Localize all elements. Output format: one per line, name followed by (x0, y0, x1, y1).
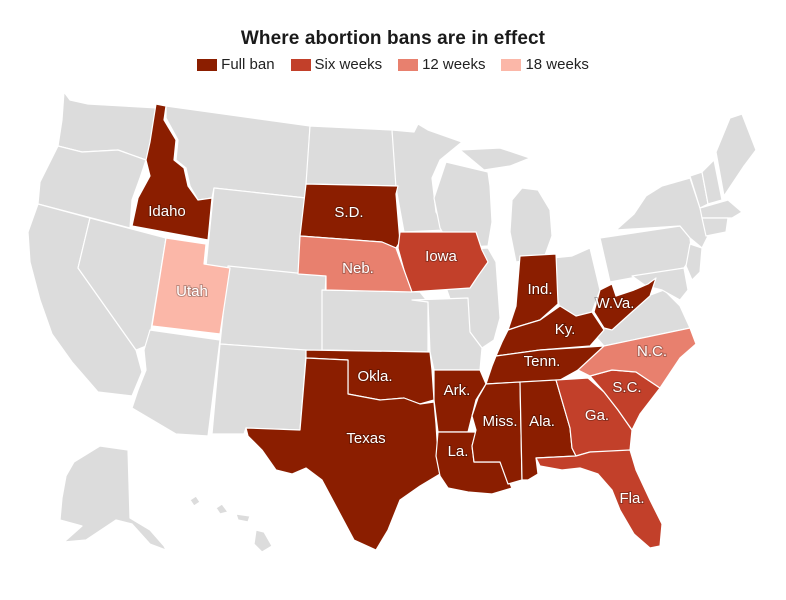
state-michigan (459, 147, 553, 263)
state-florida (535, 449, 663, 549)
label-texas: Texas (346, 430, 385, 447)
state-alaska (59, 445, 167, 551)
twelve-weeks-states (297, 235, 697, 389)
state-new-mexico (211, 343, 307, 435)
label-tennessee: Tenn. (524, 353, 561, 370)
label-alabama: Ala. (529, 413, 555, 430)
label-arkansas: Ark. (444, 382, 471, 399)
state-utah (151, 237, 231, 335)
legend-swatch-12-weeks (398, 58, 419, 71)
label-utah: Utah (176, 283, 208, 300)
label-georgia: Ga. (585, 407, 609, 424)
no-ban-states (27, 91, 757, 553)
legend-item-full-ban: Full ban (197, 56, 275, 73)
state-oregon (37, 145, 147, 229)
legend-item-12-weeks: 12 weeks (398, 56, 485, 73)
state-north-carolina (577, 327, 697, 389)
eighteen-weeks-states (151, 237, 231, 335)
state-kentucky (495, 305, 605, 357)
legend-item-18-weeks: 18 weeks (501, 56, 589, 73)
state-massachusetts (699, 199, 743, 219)
state-colorado (219, 265, 327, 353)
label-north-carolina: N.C. (637, 343, 667, 360)
legend-label: 12 weeks (422, 56, 486, 73)
legend-item-six-weeks: Six weeks (290, 56, 383, 73)
label-west-virginia: W.Va. (596, 295, 635, 312)
label-indiana: Ind. (527, 281, 552, 298)
state-iowa (397, 231, 489, 293)
state-labels: Idaho Utah S.D. Neb. Iowa Ind. Ky. W.Va.… (147, 202, 668, 508)
state-north-dakota (305, 125, 399, 187)
state-maine (715, 113, 757, 197)
state-idaho (131, 103, 213, 241)
label-kentucky: Ky. (555, 321, 576, 338)
state-arizona (131, 329, 221, 437)
label-south-dakota: S.D. (334, 204, 363, 221)
state-new-hampshire (701, 159, 723, 205)
label-south-carolina: S.C. (612, 379, 641, 396)
legend: Full ban Six weeks 12 weeks 18 weeks (0, 56, 786, 73)
state-new-jersey (685, 243, 703, 281)
legend-label: Full ban (221, 56, 275, 73)
legend-swatch-six-weeks (290, 58, 311, 71)
full-ban-states (131, 103, 657, 551)
map-title: Where abortion bans are in effect (240, 28, 546, 49)
state-nebraska (297, 235, 413, 293)
label-oklahoma: Okla. (357, 368, 392, 385)
legend-label: 18 weeks (525, 56, 589, 73)
state-connecticut (701, 217, 729, 237)
state-west-virginia (593, 277, 657, 331)
legend-label: Six weeks (314, 56, 383, 73)
label-louisiana: La. (448, 443, 469, 460)
label-iowa: Iowa (425, 248, 457, 265)
label-florida: Fla. (619, 490, 644, 507)
legend-swatch-18-weeks (501, 58, 522, 71)
state-hawaii (189, 495, 273, 553)
label-nebraska: Neb. (342, 260, 374, 277)
six-weeks-states (397, 231, 663, 549)
legend-swatch-full-ban (197, 58, 218, 71)
state-wyoming (205, 187, 307, 277)
label-idaho: Idaho (148, 203, 186, 220)
state-texas (245, 357, 441, 551)
state-wisconsin (433, 161, 493, 249)
label-mississippi: Miss. (483, 413, 518, 430)
state-minnesota (391, 123, 463, 233)
state-kansas (321, 289, 429, 353)
